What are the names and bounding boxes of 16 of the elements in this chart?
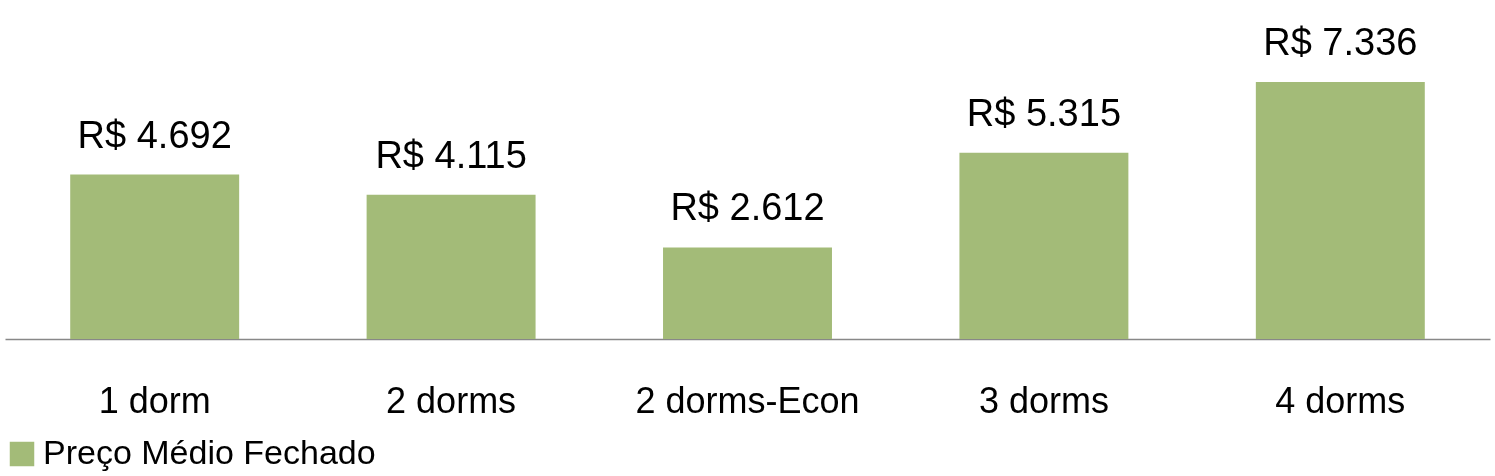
x-tick-label: 4 dorms <box>1275 379 1406 421</box>
legend-label: Preço Médio Fechado <box>43 433 376 471</box>
bar <box>663 247 832 339</box>
x-tick-label: 2 dorms <box>386 379 517 421</box>
bar <box>70 174 240 339</box>
bar <box>959 152 1129 339</box>
bar <box>366 194 536 339</box>
data-label: R$ 4.692 <box>77 113 232 156</box>
data-label: R$ 5.315 <box>966 91 1122 134</box>
data-label: R$ 7.336 <box>1263 20 1418 63</box>
data-label: R$ 2.612 <box>670 186 825 229</box>
x-tick-label: 3 dorms <box>978 379 1109 421</box>
bar <box>1255 81 1425 339</box>
x-tick-label: 1 dorm <box>98 379 211 421</box>
data-label: R$ 4.115 <box>375 133 527 176</box>
x-tick-label: 2 dorms-Econ <box>635 379 860 421</box>
